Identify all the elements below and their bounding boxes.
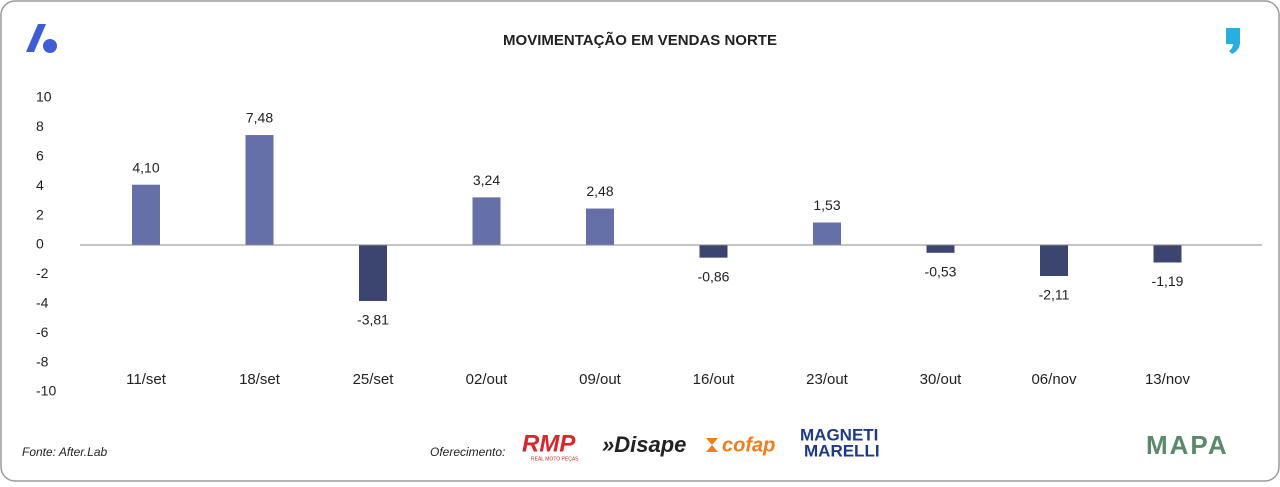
x-tick-label: 09/out — [579, 371, 622, 388]
source: Fonte: After.Lab — [22, 445, 107, 459]
chart-title: MOVIMENTAÇÃO EM VENDAS NORTE — [503, 31, 777, 49]
x-tick-label: 16/out — [693, 371, 736, 388]
y-tick-label: -10 — [36, 383, 56, 399]
x-tick-label: 25/set — [353, 371, 395, 388]
x-tick-label: 11/set — [126, 371, 167, 388]
x-tick-label: 18/set — [239, 371, 281, 388]
y-tick-label: -4 — [36, 295, 49, 311]
cofap-mark — [706, 438, 718, 452]
sponsor-logo: RMP — [522, 430, 576, 457]
bar — [699, 245, 728, 258]
bar — [926, 245, 955, 253]
sponsor-logo: REAL MOTO PEÇAS — [531, 456, 579, 462]
logo-comma — [1226, 28, 1240, 54]
bar — [586, 208, 614, 245]
bar — [359, 245, 387, 302]
bar — [1153, 245, 1182, 263]
value-label: 1,53 — [813, 197, 840, 213]
y-tick-label: -2 — [36, 265, 49, 281]
value-label: 3,24 — [473, 172, 500, 188]
bar — [813, 222, 841, 245]
bar — [1040, 245, 1068, 277]
x-tick-label: 23/out — [806, 371, 849, 388]
x-tick-label: 30/out — [920, 371, 963, 388]
value-label: 4,10 — [132, 159, 159, 175]
value-label: 2,48 — [586, 183, 613, 199]
logo-a — [26, 24, 57, 53]
x-tick-label: 02/out — [466, 371, 509, 388]
y-tick-label: 4 — [36, 177, 44, 193]
x-tick-label: 13/nov — [1145, 371, 1191, 388]
bar — [472, 197, 501, 245]
brand-logo: MAPA — [1146, 430, 1229, 460]
y-tick-label: 8 — [36, 118, 44, 134]
sponsor-logo: MAGNETI — [800, 425, 878, 444]
value-label: -1,19 — [1152, 273, 1184, 289]
y-tick-label: -8 — [36, 353, 49, 369]
value-label: -2,11 — [1039, 287, 1070, 303]
value-label: -0,86 — [698, 268, 730, 284]
y-tick-label: 0 — [36, 236, 44, 252]
value-label: 7,48 — [246, 110, 273, 126]
sponsor-logo: »Disape — [602, 432, 686, 457]
bar — [132, 184, 160, 245]
y-tick-label: 6 — [36, 148, 44, 164]
sponsor-label: Oferecimento: — [430, 445, 505, 459]
value-label: -0,53 — [925, 263, 957, 279]
y-tick-label: -6 — [36, 324, 49, 340]
sponsor-logo: MARELLI — [804, 441, 880, 460]
sponsor-logo: cofap — [722, 434, 775, 456]
bar — [245, 135, 274, 245]
value-label: -3,81 — [357, 312, 389, 328]
y-tick-label: 10 — [36, 89, 52, 105]
y-tick-label: 2 — [36, 206, 44, 222]
x-tick-label: 06/nov — [1031, 371, 1077, 388]
